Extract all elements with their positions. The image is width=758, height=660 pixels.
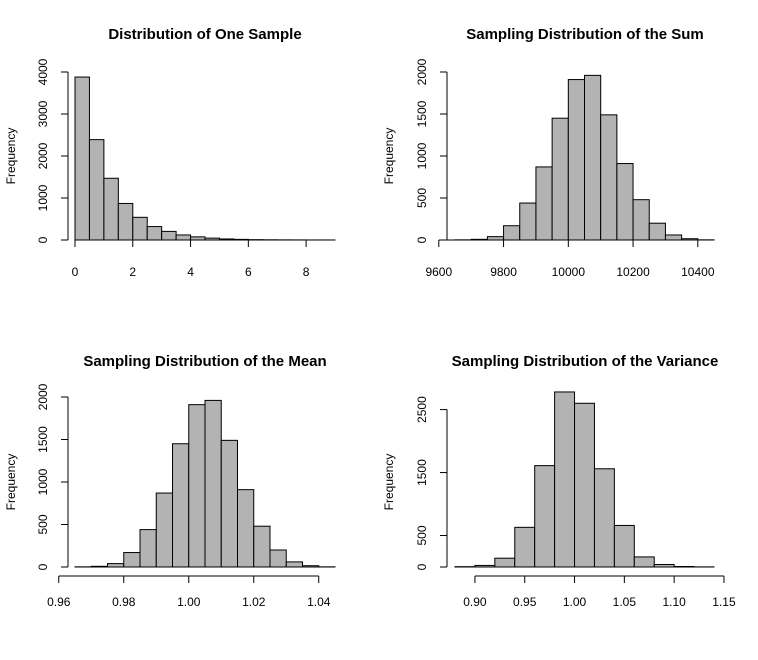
histogram-bar (594, 469, 614, 567)
histogram-panel-3: Sampling Distribution of the Mean Frequen… (4, 353, 335, 609)
histogram-bar (585, 75, 601, 240)
y-tick-label: 4000 (36, 58, 50, 85)
histogram-bar (254, 526, 270, 567)
y-tick-label: 2500 (415, 396, 429, 423)
x-tick-label: 0.96 (47, 595, 71, 609)
histogram-bar (535, 466, 555, 567)
y-tick-label: 0 (415, 236, 429, 243)
x-tick-label: 10000 (552, 265, 586, 279)
y-axis-label: Frequency (4, 128, 18, 185)
histogram-bar (147, 227, 161, 240)
histogram-bar (270, 550, 286, 567)
histogram-bar (156, 493, 172, 567)
histogram-bar (614, 525, 634, 567)
histogram-bar (575, 403, 595, 567)
histogram-bar (104, 178, 118, 240)
histogram-bar (495, 558, 515, 567)
x-tick-label: 10200 (616, 265, 650, 279)
x-tick-label: 9800 (490, 265, 517, 279)
histogram-bar (205, 400, 221, 567)
histogram-bar (91, 566, 107, 567)
x-tick-label: 1.02 (242, 595, 266, 609)
histogram-bar (552, 118, 568, 240)
y-tick-label: 0 (36, 236, 50, 243)
histogram-bar (303, 566, 319, 567)
y-axis-label: Frequency (382, 128, 396, 185)
histogram-panel-2: Sampling Distribution of the Sum Frequenc… (382, 26, 715, 279)
histogram-bar (475, 565, 495, 567)
y-tick-label: 500 (36, 514, 50, 534)
x-tick-label: 6 (245, 265, 252, 279)
x-tick-label: 0.90 (463, 595, 487, 609)
histogram-bar (118, 203, 132, 240)
histogram-bar (162, 231, 176, 240)
y-axis-label: Frequency (4, 454, 18, 511)
histogram-bar (536, 167, 552, 240)
y-tick-label: 0 (415, 563, 429, 570)
x-tick-label: 10400 (681, 265, 715, 279)
y-tick-label: 1500 (36, 426, 50, 453)
x-tick-label: 9600 (425, 265, 452, 279)
y-tick-label: 2000 (36, 383, 50, 410)
y-tick-label: 0 (36, 563, 50, 570)
histogram-bar (173, 444, 189, 567)
histogram-bar (555, 392, 575, 567)
y-tick-label: 1000 (36, 468, 50, 495)
histogram-bar (124, 553, 140, 567)
x-tick-label: 1.05 (613, 595, 637, 609)
y-tick-label: 1500 (415, 459, 429, 486)
histogram-bar (75, 77, 89, 240)
histogram-bar (634, 557, 654, 567)
histogram-bar (487, 237, 503, 240)
chart-title: Distribution of One Sample (108, 26, 301, 43)
histogram-panel-4: Sampling Distribution of the Variance Fre… (382, 353, 736, 609)
histogram-panel-1: Distribution of One Sample Frequency 0 2 4 6 8… (4, 26, 335, 279)
histogram-bar (504, 226, 520, 240)
histogram-bar (140, 530, 156, 567)
y-tick-label: 2000 (415, 58, 429, 85)
y-tick-label: 2000 (36, 142, 50, 169)
histogram-bar (133, 217, 147, 240)
histogram-bar (649, 223, 665, 240)
x-tick-label: 2 (129, 265, 136, 279)
histogram-bar (108, 564, 124, 567)
histogram-bar (238, 490, 254, 567)
histogram-bar (189, 405, 205, 567)
x-tick-label: 8 (303, 265, 310, 279)
histogram-bar (568, 80, 584, 240)
y-tick-label: 3000 (36, 100, 50, 127)
y-axis-label: Frequency (382, 454, 396, 511)
histogram-bar (221, 440, 237, 567)
histogram-bar (286, 562, 302, 567)
y-tick-label: 500 (415, 525, 429, 545)
chart-title: Sampling Distribution of the Sum (466, 26, 704, 43)
x-tick-label: 1.00 (177, 595, 201, 609)
y-tick-label: 500 (415, 188, 429, 208)
histogram-bar (674, 566, 694, 567)
histogram-bar (617, 164, 633, 240)
histogram-bar (515, 527, 535, 567)
x-tick-label: 1.15 (712, 595, 736, 609)
y-tick-label: 1000 (415, 142, 429, 169)
x-tick-label: 1.00 (563, 595, 587, 609)
x-tick-label: 1.10 (662, 595, 686, 609)
y-tick-label: 1000 (36, 184, 50, 211)
x-tick-label: 0 (72, 265, 79, 279)
y-tick-label: 1500 (415, 100, 429, 127)
histogram-bar (520, 203, 536, 240)
histogram-bar (601, 115, 617, 240)
histogram-bar (633, 200, 649, 240)
histogram-bar (176, 235, 190, 240)
x-tick-label: 0.98 (112, 595, 136, 609)
chart-title: Sampling Distribution of the Mean (83, 353, 326, 370)
x-tick-label: 4 (187, 265, 194, 279)
histogram-bar (654, 564, 674, 567)
histogram-bar (89, 140, 103, 240)
x-tick-label: 1.04 (307, 595, 331, 609)
chart-title: Sampling Distribution of the Variance (452, 353, 719, 370)
histogram-bar (665, 235, 681, 240)
x-tick-label: 0.95 (513, 595, 537, 609)
